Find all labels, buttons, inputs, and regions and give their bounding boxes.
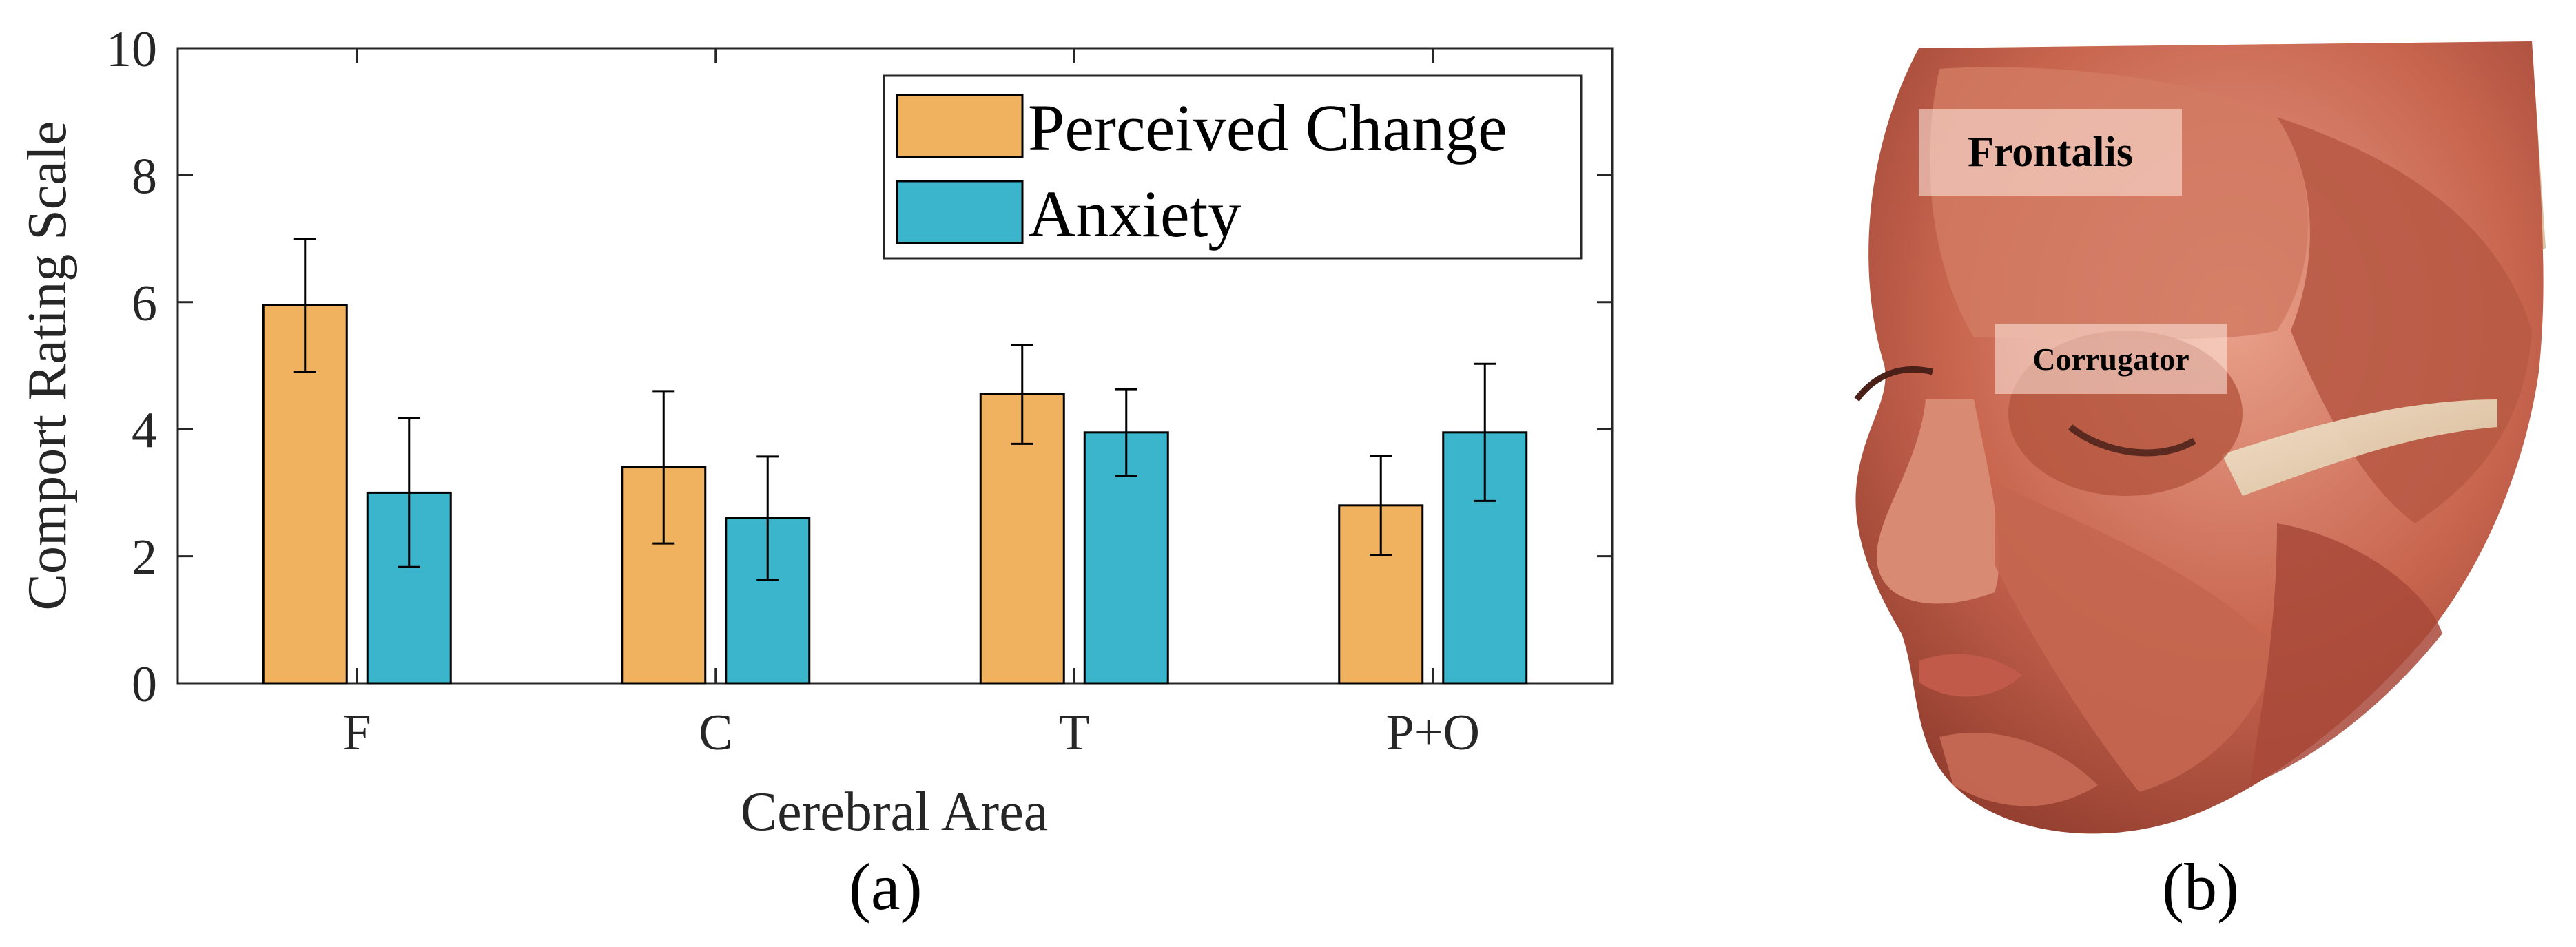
bar-perceived-change <box>979 393 1065 685</box>
y-tick-label: 10 <box>106 21 157 78</box>
cheek-muscles <box>1995 482 2277 792</box>
y-tick-label: 8 <box>132 148 157 205</box>
x-tick-label: C <box>699 705 732 761</box>
legend-label-perceived-change: Perceived Change <box>1028 91 1507 165</box>
zygomatic-tendon <box>2222 399 2497 496</box>
x-tick-label: T <box>1059 705 1090 761</box>
facial-muscle-illustration: Frontalis Corrugator <box>1836 41 2546 851</box>
panel-label-b: (b) <box>2162 850 2239 924</box>
y-tick-label: 2 <box>132 530 157 586</box>
y-axis-title: Comport Rating Scale <box>17 121 78 610</box>
x-axis-title: Cerebral Area <box>741 782 1048 842</box>
panel-label-a: (a) <box>849 850 923 924</box>
bars-layer <box>262 304 1528 685</box>
y-axis-ticks: 0 2 4 6 8 10 <box>106 21 1612 713</box>
frontalis-muscle <box>1930 67 2308 340</box>
label-frontalis: Frontalis <box>1919 109 2182 196</box>
plot-frame <box>176 47 1614 685</box>
eyebrow-lashes <box>1854 366 1934 402</box>
chin <box>1939 732 2098 806</box>
label-corrugator: Corrugator <box>1995 324 2227 394</box>
error-bars-layer <box>293 238 1496 581</box>
legend: Perceived Change Anxiety <box>883 74 1583 260</box>
y-tick-label: 6 <box>132 275 157 332</box>
y-tick-label: 0 <box>132 656 157 713</box>
legend-label-anxiety: Anxiety <box>1028 177 1241 251</box>
masseter-muscle <box>2249 523 2442 785</box>
x-tick-label: P+O <box>1386 705 1480 761</box>
plot-area <box>176 47 1614 685</box>
bar-chart: 0 2 4 6 8 10 F C T P+O Cerebral Area Comport Rat… <box>17 21 1614 842</box>
legend-swatch-perceived-change <box>896 94 1024 158</box>
legend-swatch-anxiety <box>896 180 1024 244</box>
nose <box>1877 399 1999 604</box>
x-axis-ticks: F C T P+O <box>343 48 1480 761</box>
x-tick-label: F <box>343 705 371 761</box>
lips <box>1919 654 2022 697</box>
y-tick-label: 4 <box>132 402 157 459</box>
eyelid <box>2068 424 2196 457</box>
